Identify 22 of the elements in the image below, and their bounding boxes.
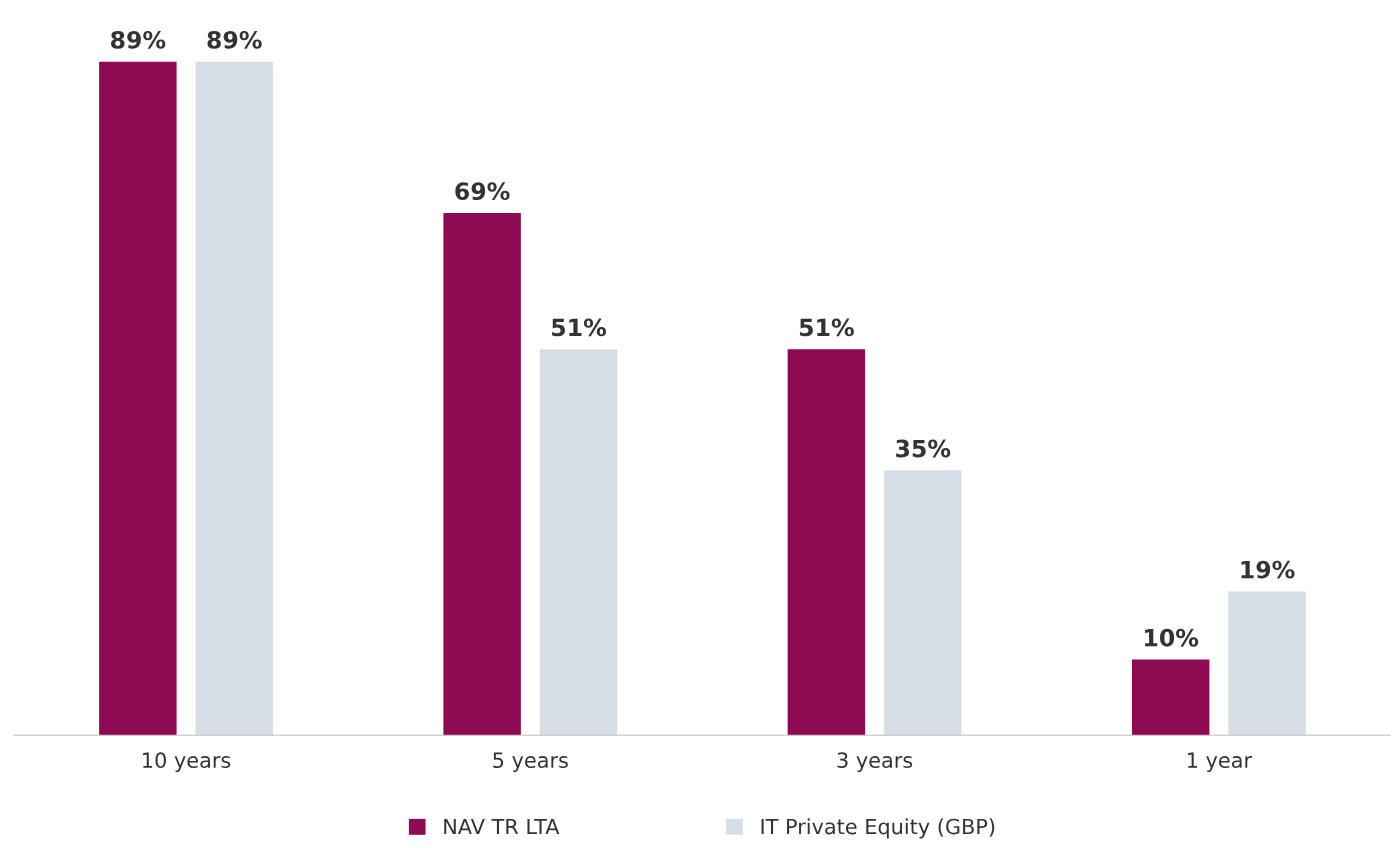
bar	[787, 349, 866, 736]
bar	[1131, 659, 1210, 736]
data-label: 19%	[1241, 560, 1295, 579]
data-label: 51%	[552, 318, 607, 337]
data-label: 51%	[799, 318, 854, 337]
x-tick-label: 5 years	[493, 752, 568, 773]
bar	[99, 61, 177, 736]
bar	[884, 470, 962, 736]
data-label: 89%	[111, 30, 166, 49]
bar	[539, 349, 618, 736]
legend-label: NAV TR LTA	[444, 818, 560, 835]
data-label: 35%	[896, 439, 951, 458]
data-label: 10%	[1145, 628, 1199, 647]
bar	[443, 213, 521, 736]
data-label: 89%	[207, 30, 262, 49]
bar	[1228, 591, 1306, 736]
legend-label: IT Private Equity (GBP)	[761, 818, 995, 839]
data-label: 69%	[455, 182, 510, 201]
bar	[195, 61, 273, 736]
x-tick-label: 3 years	[837, 752, 913, 773]
x-tick-label: 1 year	[1187, 752, 1253, 773]
x-tick-label: 10 years	[143, 752, 231, 773]
